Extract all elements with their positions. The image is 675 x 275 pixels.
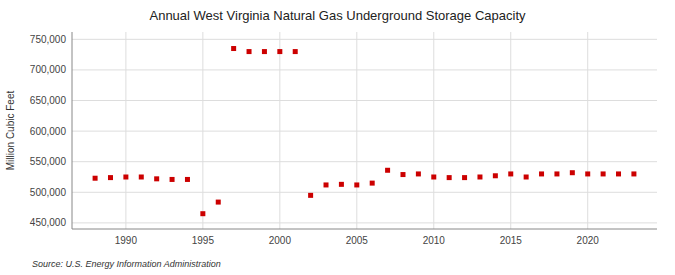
y-tick-label: 500,000 bbox=[30, 187, 67, 198]
title: Annual West Virginia Natural Gas Undergr… bbox=[149, 8, 526, 23]
point bbox=[416, 171, 421, 176]
point bbox=[154, 176, 159, 181]
point bbox=[93, 176, 98, 181]
point bbox=[477, 174, 482, 179]
y-grid-line bbox=[72, 222, 657, 223]
y-tick-label: 550,000 bbox=[30, 156, 67, 167]
x-tick-label: 1990 bbox=[115, 235, 138, 246]
point bbox=[447, 175, 452, 180]
y-tick-label: 650,000 bbox=[30, 95, 67, 106]
point bbox=[139, 174, 144, 179]
point bbox=[231, 46, 236, 51]
y-grid-line bbox=[72, 39, 657, 40]
x-grid-line bbox=[433, 32, 434, 229]
x-grid-line bbox=[356, 32, 357, 229]
y-grid-line bbox=[72, 131, 657, 132]
point bbox=[493, 173, 498, 178]
chart: Annual West Virginia Natural Gas Undergr… bbox=[0, 0, 675, 275]
x-grid-line bbox=[279, 32, 280, 229]
point bbox=[216, 200, 221, 205]
point bbox=[293, 49, 298, 54]
point bbox=[631, 171, 636, 176]
point bbox=[185, 177, 190, 182]
point bbox=[431, 174, 436, 179]
point bbox=[247, 49, 252, 54]
x-grid-line bbox=[510, 32, 511, 229]
x-axis-line bbox=[72, 229, 657, 230]
point bbox=[339, 182, 344, 187]
point bbox=[262, 49, 267, 54]
x-tick-label: 2000 bbox=[269, 235, 292, 246]
point bbox=[462, 175, 467, 180]
point bbox=[524, 174, 529, 179]
point bbox=[554, 171, 559, 176]
source: Source: U.S. Energy Information Administ… bbox=[32, 259, 221, 269]
y-tick-label: 750,000 bbox=[30, 34, 67, 45]
point bbox=[308, 193, 313, 198]
point bbox=[539, 171, 544, 176]
points bbox=[93, 46, 637, 216]
x-tick-label: 2015 bbox=[500, 235, 523, 246]
x-tick-label: 2020 bbox=[577, 235, 600, 246]
y-grid-line bbox=[72, 69, 657, 70]
point bbox=[585, 171, 590, 176]
y-grid-line bbox=[72, 100, 657, 101]
point bbox=[123, 174, 128, 179]
point bbox=[200, 211, 205, 216]
x-grid-line bbox=[202, 32, 203, 229]
point bbox=[108, 175, 113, 180]
point bbox=[508, 171, 513, 176]
x-grid-line bbox=[587, 32, 588, 229]
x-tick-label: 2005 bbox=[346, 235, 369, 246]
x-grid-line bbox=[125, 32, 126, 229]
point bbox=[385, 168, 390, 173]
point bbox=[170, 177, 175, 182]
point bbox=[601, 171, 606, 176]
y-axis-label: Million Cubic Feet bbox=[5, 91, 16, 171]
y-tick-label: 700,000 bbox=[30, 64, 67, 75]
y-axis-line bbox=[72, 32, 73, 229]
point bbox=[324, 182, 329, 187]
point bbox=[400, 172, 405, 177]
x-tick-label: 2010 bbox=[423, 235, 446, 246]
x-tick-label: 1995 bbox=[192, 235, 215, 246]
y-grid-line bbox=[72, 192, 657, 193]
y-tick-label: 450,000 bbox=[30, 217, 67, 228]
point bbox=[616, 171, 621, 176]
y-grid-line bbox=[72, 161, 657, 162]
point bbox=[370, 181, 375, 186]
grid bbox=[72, 32, 657, 229]
y-tick-label: 600,000 bbox=[30, 126, 67, 137]
point bbox=[354, 182, 359, 187]
point bbox=[570, 170, 575, 175]
point bbox=[277, 49, 282, 54]
